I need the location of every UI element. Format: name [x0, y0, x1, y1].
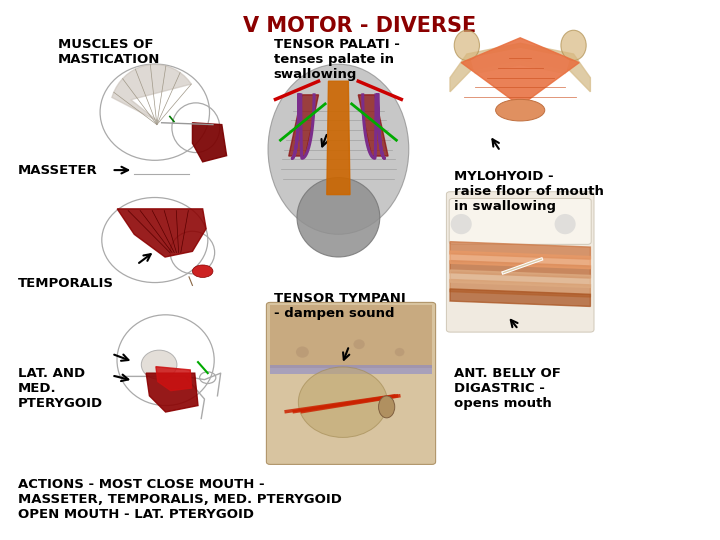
Ellipse shape: [268, 64, 409, 234]
Ellipse shape: [395, 348, 405, 356]
Text: TEMPORALIS: TEMPORALIS: [18, 277, 114, 290]
Polygon shape: [359, 95, 388, 156]
Polygon shape: [450, 270, 590, 287]
Ellipse shape: [379, 396, 395, 418]
Text: MYLOHYOID -
raise floor of mouth
in swallowing: MYLOHYOID - raise floor of mouth in swal…: [454, 170, 603, 213]
Polygon shape: [156, 367, 192, 390]
FancyBboxPatch shape: [446, 192, 594, 332]
Ellipse shape: [296, 347, 309, 357]
Text: LAT. AND
MED.
PTERYGOID: LAT. AND MED. PTERYGOID: [18, 367, 103, 410]
Text: TENSOR PALATI -
tenses palate in
swallowing: TENSOR PALATI - tenses palate in swallow…: [274, 38, 400, 81]
Polygon shape: [450, 289, 590, 306]
Text: MASSETER: MASSETER: [18, 164, 98, 177]
Text: TENSOR TYMPANI
- dampen sound: TENSOR TYMPANI - dampen sound: [274, 292, 405, 320]
Text: ACTIONS - MOST CLOSE MOUTH -
MASSETER, TEMPORALIS, MED. PTERYGOID
OPEN MOUTH - L: ACTIONS - MOST CLOSE MOUTH - MASSETER, T…: [18, 478, 342, 521]
Polygon shape: [450, 280, 590, 297]
Ellipse shape: [192, 265, 213, 278]
Ellipse shape: [495, 99, 545, 121]
Polygon shape: [471, 49, 570, 73]
Text: ANT. BELLY OF
DIGASTRIC -
opens mouth: ANT. BELLY OF DIGASTRIC - opens mouth: [454, 367, 560, 410]
Text: MUSCLES OF
MASTICATION: MUSCLES OF MASTICATION: [58, 38, 160, 66]
Ellipse shape: [451, 214, 472, 234]
Polygon shape: [450, 43, 590, 92]
Polygon shape: [450, 261, 590, 278]
Polygon shape: [462, 38, 579, 106]
Polygon shape: [192, 123, 227, 162]
Ellipse shape: [298, 367, 387, 437]
Polygon shape: [289, 95, 318, 156]
Polygon shape: [117, 209, 206, 257]
Ellipse shape: [554, 214, 576, 234]
Polygon shape: [327, 81, 350, 194]
Bar: [270, 305, 432, 368]
Polygon shape: [450, 241, 590, 259]
Ellipse shape: [354, 339, 365, 349]
Polygon shape: [112, 64, 192, 122]
FancyBboxPatch shape: [449, 199, 591, 244]
Text: V MOTOR - DIVERSE: V MOTOR - DIVERSE: [243, 16, 477, 36]
Polygon shape: [146, 373, 198, 412]
Ellipse shape: [454, 30, 480, 60]
Polygon shape: [450, 251, 590, 268]
Ellipse shape: [141, 350, 177, 379]
Ellipse shape: [561, 30, 586, 60]
FancyBboxPatch shape: [266, 302, 436, 464]
Bar: [270, 364, 432, 374]
Ellipse shape: [297, 178, 380, 257]
